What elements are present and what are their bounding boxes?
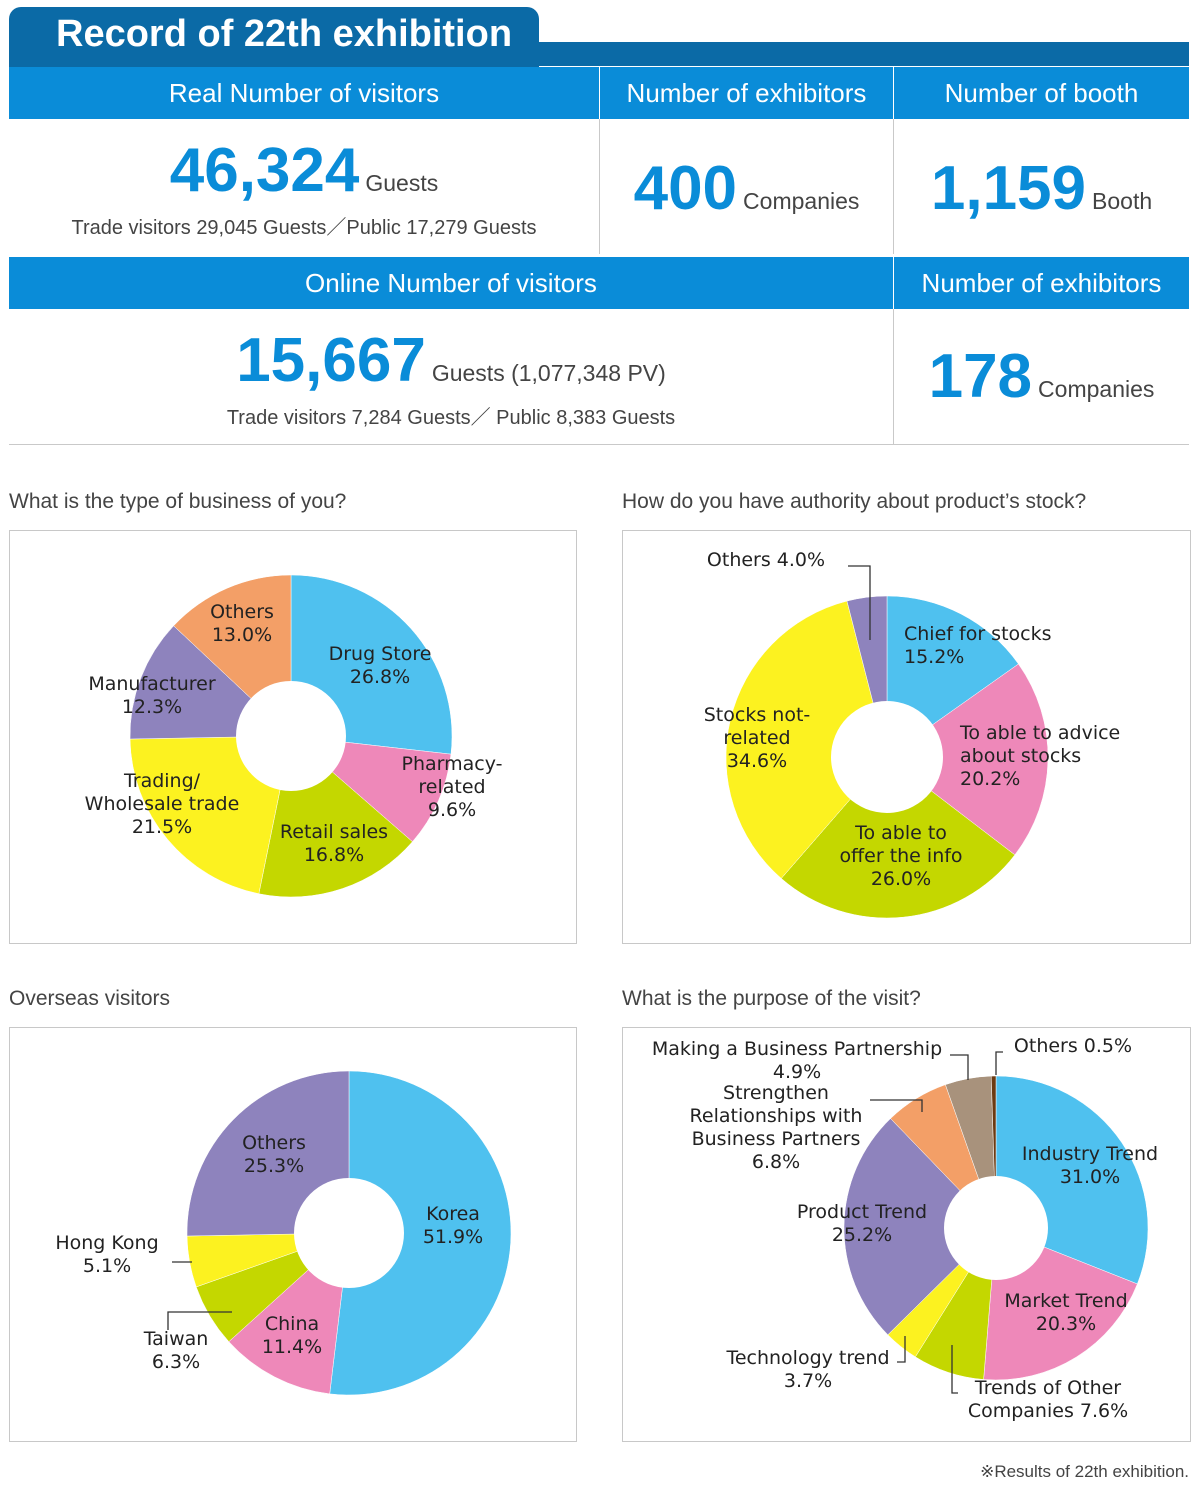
slice-label-others: Others 4.0% bbox=[707, 549, 825, 571]
donut-hole bbox=[236, 681, 346, 791]
slice-label-others: Others 0.5% bbox=[1014, 1035, 1132, 1057]
booth-unit: Booth bbox=[1092, 188, 1153, 214]
slice-label-strengthen-relationships-with-business-partners: Strengthen Relationships with Business Par… bbox=[690, 1082, 863, 1173]
slice-label-trading-wholesale-trade: Trading/Wholesale trade 21.5% bbox=[85, 770, 240, 838]
question-overseas: Overseas visitors bbox=[9, 987, 171, 1010]
slice-trading-wholesale-trade bbox=[129, 735, 292, 895]
leader-line-technology-trend bbox=[897, 1336, 906, 1363]
slice-label-product-trend: Product Trend 25.2% bbox=[797, 1201, 927, 1246]
slice-label-market-trend: Market Trend 20.3% bbox=[1004, 1290, 1127, 1335]
divider bbox=[9, 444, 1189, 445]
divider bbox=[893, 119, 894, 254]
slice-label-to-able-to-advice-about-stocks: To able to advice about stocks 20.2% bbox=[959, 722, 1120, 790]
slice-product-trend bbox=[843, 1118, 997, 1336]
slice-to-able-to-advice-about-stocks bbox=[886, 663, 1049, 856]
booth-stat: 1,159 Booth bbox=[894, 158, 1189, 220]
donut-hole bbox=[294, 1178, 404, 1288]
leader-line-taiwan bbox=[167, 1311, 232, 1330]
real-visitors-value: 46,324 bbox=[169, 136, 360, 205]
real-visitors-header: Real Number of visitors bbox=[9, 67, 599, 119]
slice-label-retail-sales: Retail sales 16.8% bbox=[280, 821, 388, 866]
divider bbox=[599, 119, 600, 254]
online-exhibitors-value: 178 bbox=[928, 342, 1033, 411]
online-visitors-value: 15,667 bbox=[236, 326, 426, 395]
slice-label-korea: Korea 51.9% bbox=[423, 1203, 483, 1248]
slice-label-others: Others 13.0% bbox=[210, 601, 274, 646]
slice-label-drug-store: Drug Store 26.8% bbox=[329, 643, 432, 688]
booth-value: 1,159 bbox=[930, 154, 1087, 223]
slice-label-industry-trend: Industry Trend 31.0% bbox=[1022, 1143, 1158, 1188]
booth-header: Number of booth bbox=[894, 67, 1189, 119]
slice-stocks-not-related bbox=[725, 600, 888, 879]
leader-line-making-a-business-partnership bbox=[950, 1054, 969, 1080]
question-business: What is the type of business of you? bbox=[9, 490, 347, 513]
donut-hole bbox=[831, 701, 943, 813]
slice-to-able-to-offer-the-info bbox=[780, 756, 1016, 919]
slice-label-others: Others 25.3% bbox=[242, 1132, 306, 1177]
leader-line-others bbox=[995, 1051, 1003, 1075]
online-exhibitors-header: Number of exhibitors bbox=[894, 257, 1189, 309]
real-visitors-breakdown: Trade visitors 29,045 Guests／Public 17,2… bbox=[71, 217, 537, 239]
slice-label-making-a-business-partnership: Making a Business Partnership 4.9% bbox=[652, 1038, 942, 1083]
exhibitors-header: Number of exhibitors bbox=[600, 67, 893, 119]
online-visitors-header: Online Number of visitors bbox=[9, 257, 893, 309]
online-visitors-unit: Guests (1,077,348 PV) bbox=[431, 360, 666, 386]
leader-line-strengthen-relationships-with-business-partners bbox=[870, 1099, 923, 1112]
slice-label-hong-kong: Hong Kong 5.1% bbox=[55, 1232, 158, 1277]
header-tab bbox=[9, 7, 539, 67]
online-visitors-breakdown: Trade visitors 7,284 Guests／ Public 8,38… bbox=[226, 407, 676, 429]
exhibitors-value: 400 bbox=[633, 154, 738, 223]
question-authority: How do you have authority about product’… bbox=[622, 490, 1087, 513]
leader-line-trends-of-other-companies bbox=[951, 1345, 958, 1394]
slice-label-trends-of-other-companies: Trends of Other Companies 7.6% bbox=[968, 1377, 1128, 1422]
slice-label-china: China 11.4% bbox=[262, 1313, 322, 1358]
page-title: Record of 22th exhibition bbox=[56, 13, 513, 55]
slice-label-chief-for-stocks: Chief for stocks 15.2% bbox=[904, 623, 1052, 668]
online-exhibitors-stat: 178 Companies bbox=[894, 346, 1189, 408]
slice-label-manufacturer: Manufacturer 12.3% bbox=[88, 673, 215, 718]
slice-korea bbox=[329, 1070, 512, 1396]
divider bbox=[893, 309, 894, 444]
slice-label-to-able-to-offer-the-info: To able to offer the info 26.0% bbox=[839, 822, 962, 890]
real-visitors-stat: 46,324 Guests bbox=[9, 140, 599, 202]
footnote: ※Results of 22th exhibition. bbox=[980, 1462, 1189, 1481]
donut-hole bbox=[944, 1176, 1048, 1280]
exhibitors-stat: 400 Companies bbox=[600, 158, 893, 220]
leader-line-others bbox=[848, 565, 871, 640]
slice-label-pharmacy-related: Pharmacy-related 9.6% bbox=[402, 753, 503, 821]
real-visitors-unit: Guests bbox=[365, 170, 439, 196]
online-exhibitors-unit: Companies bbox=[1038, 376, 1155, 402]
slice-others bbox=[186, 1070, 350, 1237]
question-purpose: What is the purpose of the visit? bbox=[622, 987, 921, 1010]
slice-label-stocks-not-related: Stocks not-related 34.6% bbox=[704, 704, 811, 772]
online-visitors-stat: 15,667 Guests (1,077,348 PV) bbox=[9, 330, 893, 392]
exhibitors-unit: Companies bbox=[743, 188, 860, 214]
slice-label-technology-trend: Technology trend 3.7% bbox=[725, 1347, 889, 1392]
slice-label-taiwan: Taiwan 6.3% bbox=[143, 1328, 209, 1373]
